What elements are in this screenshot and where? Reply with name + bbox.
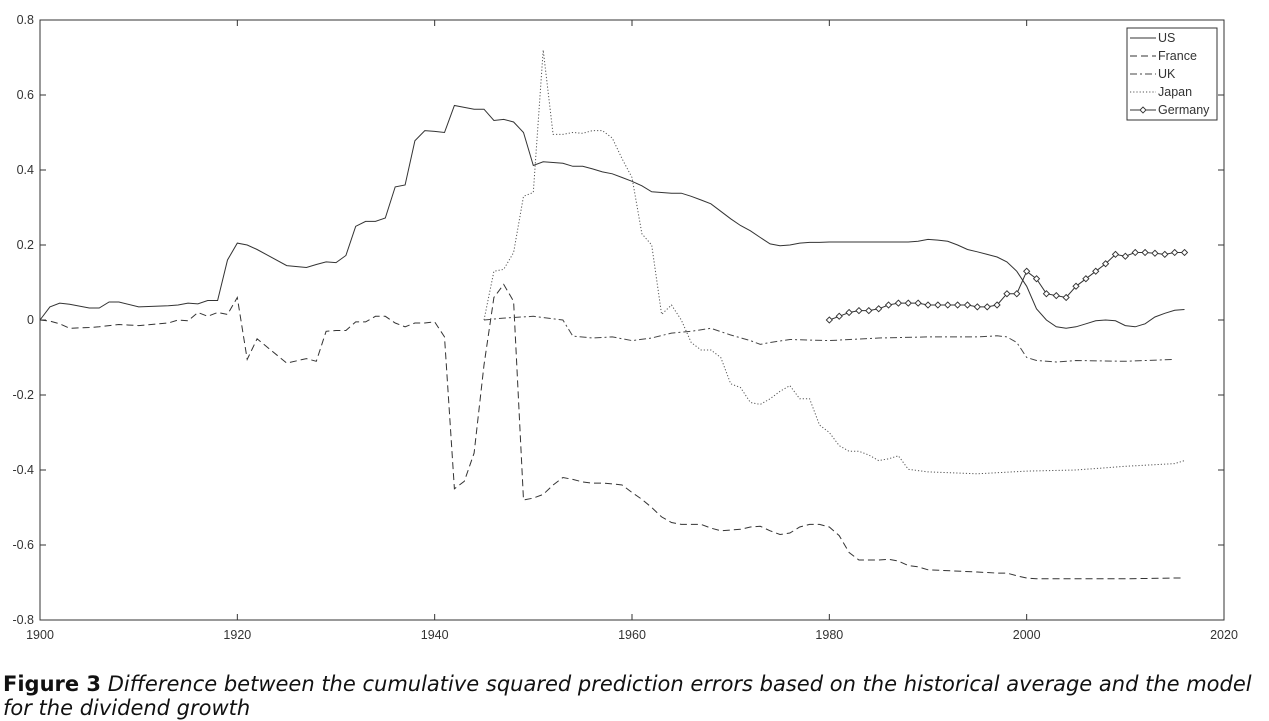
legend-label-us: US — [1158, 31, 1175, 45]
germany-marker — [963, 301, 972, 309]
x-tick-label: 2000 — [1013, 628, 1041, 642]
legend-diamond-marker — [1139, 106, 1147, 114]
germany-marker — [1003, 290, 1011, 298]
germany-marker — [924, 301, 932, 309]
series-layer — [39, 49, 1189, 580]
axis-ticks — [39, 19, 1225, 621]
y-tick-label: 0.6 — [17, 88, 34, 102]
germany-marker — [934, 301, 942, 309]
germany-marker — [1072, 282, 1080, 290]
x-tick-label: 1920 — [223, 628, 251, 642]
germany-marker — [983, 303, 991, 311]
y-tick-label: 0 — [27, 313, 34, 327]
germany-marker — [1171, 248, 1179, 257]
germany-marker — [835, 312, 843, 320]
germany-marker — [973, 303, 981, 311]
y-tick-label: 0.4 — [17, 163, 34, 177]
germany-marker — [845, 308, 853, 317]
germany-marker — [993, 301, 1001, 309]
germany-marker — [1151, 249, 1159, 257]
germany-marker — [1101, 260, 1110, 268]
y-tick-label: 0.8 — [17, 13, 34, 27]
germany-marker — [914, 299, 922, 307]
germany-marker — [1032, 275, 1041, 283]
series-line-japan — [483, 49, 1185, 475]
legend-label-uk: UK — [1158, 67, 1176, 81]
germany-marker — [1141, 248, 1149, 257]
germany-marker — [944, 301, 952, 309]
y-tick-label: -0.8 — [12, 613, 34, 627]
germany-marker — [1161, 250, 1169, 259]
line-chart: 1900 1920 1940 1960 1980 2000 2020 0.80.60.40.… — [12, 13, 1238, 642]
caption-text: Difference between the cumulative square… — [3, 672, 1252, 720]
y-axis-tick-labels: 0.8 0.6 0.4 0.2 0 -0.2 -0.4 -0.6 -0.8 — [12, 13, 34, 627]
x-tick-label: 1960 — [618, 628, 646, 642]
legend-label-japan: Japan — [1158, 85, 1192, 99]
germany-marker — [904, 299, 912, 307]
germany-marker — [1042, 290, 1051, 298]
germany-marker — [1052, 291, 1060, 300]
series-line-germany — [829, 252, 1185, 321]
x-tick-label: 1900 — [26, 628, 54, 642]
legend-label-germany: Germany — [1158, 103, 1210, 117]
germany-marker — [953, 301, 962, 309]
x-tick-label: 1980 — [815, 628, 843, 642]
germany-marker — [884, 301, 893, 309]
y-tick-label: -0.2 — [12, 388, 34, 402]
caption-label: Figure 3 — [3, 672, 102, 696]
germany-marker — [825, 316, 833, 324]
germany-marker — [1082, 275, 1090, 283]
legend: US France UK Japan Germany — [1126, 27, 1218, 121]
series-line-us — [39, 104, 1185, 329]
x-axis-tick-labels: 1900 1920 1940 1960 1980 2000 2020 — [26, 628, 1238, 642]
germany-marker — [1023, 267, 1031, 275]
germany-marker — [865, 306, 873, 315]
germany-marker — [894, 299, 903, 307]
legend-label-france: France — [1158, 49, 1197, 63]
y-tick-label: -0.4 — [12, 463, 34, 477]
y-tick-label: 0.2 — [17, 238, 34, 252]
germany-marker — [1111, 250, 1120, 259]
figure-caption: Figure 3 Difference between the cumulati… — [3, 672, 1263, 720]
germany-marker — [855, 306, 863, 315]
germany-marker — [1062, 293, 1070, 302]
germany-marker — [1092, 267, 1100, 275]
germany-marker — [1180, 248, 1189, 257]
x-tick-label: 2020 — [1210, 628, 1238, 642]
germany-marker — [1013, 290, 1021, 298]
germany-marker — [1131, 248, 1139, 257]
y-tick-label: -0.6 — [12, 538, 34, 552]
germany-marker — [875, 305, 883, 313]
series-line-france — [39, 283, 1185, 580]
x-tick-label: 1940 — [421, 628, 449, 642]
germany-marker — [1121, 252, 1129, 260]
